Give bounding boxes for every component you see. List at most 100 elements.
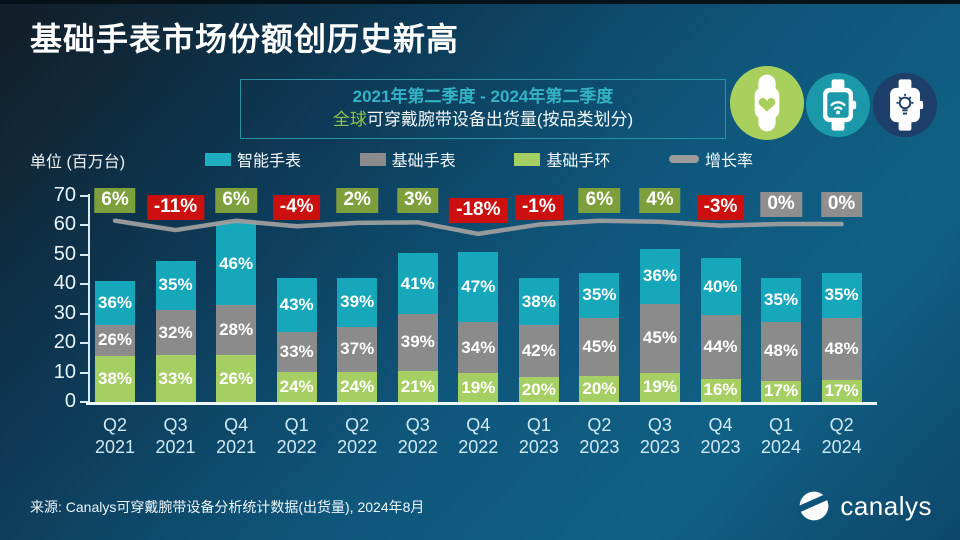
x-axis-label: Q3 2023 bbox=[639, 415, 680, 457]
y-axis-tick-mark bbox=[80, 342, 88, 345]
subtitle-description: 全球可穿戴腕带设备出货量(按品类划分) bbox=[333, 109, 633, 132]
growth-rate-label: 2% bbox=[336, 188, 378, 213]
bar-segment-basic-watch: 28% bbox=[216, 305, 257, 356]
growth-rate-label: -1% bbox=[514, 195, 563, 220]
bar-segment-share-label: 46% bbox=[219, 253, 254, 273]
bar-segment-share-label: 35% bbox=[764, 290, 799, 310]
bar-segment-share-label: 39% bbox=[400, 332, 435, 352]
bar-segment-share-label: 40% bbox=[703, 276, 738, 296]
legend-swatch-smartwatch bbox=[205, 152, 231, 166]
bar-segment-smartwatch: 39% bbox=[337, 278, 378, 327]
y-axis-tick-mark bbox=[80, 194, 88, 197]
growth-rate-label: 4% bbox=[639, 188, 681, 213]
bar-segment-basic-band: 17% bbox=[821, 379, 862, 402]
bar-segment-smartwatch: 46% bbox=[216, 222, 257, 306]
bar-segment-share-label: 39% bbox=[340, 292, 375, 312]
bar-segment-share-label: 35% bbox=[158, 275, 193, 295]
bar-segment-basic-band: 33% bbox=[155, 355, 196, 402]
legend-item-basic-watch: 基础手表 bbox=[359, 147, 456, 171]
bar-segment-smartwatch: 35% bbox=[579, 272, 620, 318]
bar-segment-basic-watch: 45% bbox=[639, 304, 680, 373]
bar-segment-smartwatch: 36% bbox=[95, 281, 135, 325]
bar-segment-basic-band: 20% bbox=[518, 377, 559, 402]
legend-swatch-growth-rate bbox=[668, 155, 699, 163]
bar-segment-share-label: 21% bbox=[400, 376, 435, 396]
canalys-logo: canalys bbox=[796, 488, 932, 524]
bar-segment-share-label: 26% bbox=[219, 368, 254, 388]
bar-segment-share-label: 37% bbox=[340, 339, 375, 359]
bar-segment-share-label: 34% bbox=[461, 337, 496, 357]
bar-segment-share-label: 19% bbox=[461, 377, 496, 397]
x-axis-label: Q1 2023 bbox=[518, 415, 559, 457]
legend-label-basic-band: 基础手环 bbox=[546, 153, 611, 170]
bar-segment-smartwatch: 40% bbox=[700, 257, 741, 316]
bar-segment-smartwatch: 38% bbox=[518, 278, 559, 326]
growth-rate-label: -4% bbox=[272, 195, 321, 220]
bar-segment-share-label: 24% bbox=[279, 377, 314, 397]
growth-rate-label: -11% bbox=[146, 195, 205, 220]
bar-segment-basic-band: 19% bbox=[458, 373, 499, 402]
y-axis-tick-mark bbox=[80, 312, 88, 315]
bar-segment-share-label: 24% bbox=[340, 377, 375, 397]
page-title: 基础手表市场份额创历史新高 bbox=[30, 21, 460, 57]
smartwatch-wifi-icon bbox=[806, 73, 870, 137]
bar-segment-share-label: 17% bbox=[764, 381, 799, 401]
bar-segment-share-label: 33% bbox=[158, 368, 193, 388]
bar-segment-share-label: 26% bbox=[97, 330, 133, 350]
subtitle-highlight: 全球 bbox=[332, 110, 367, 129]
x-axis-label: Q3 2021 bbox=[155, 415, 196, 457]
legend-swatch-basic-watch bbox=[359, 152, 386, 166]
subtitle-rest: 可穿戴腕带设备出货量(按品类划分) bbox=[366, 110, 634, 129]
growth-rate-label: 6% bbox=[215, 188, 257, 213]
bar-segment-share-label: 45% bbox=[582, 336, 617, 356]
bar-segment-basic-band: 24% bbox=[276, 372, 317, 402]
bar-segment-share-label: 20% bbox=[521, 379, 556, 399]
growth-rate-label: 6% bbox=[94, 188, 136, 213]
chart-legend: 智能手表 基础手表 基础手环 增长率 bbox=[205, 147, 753, 171]
bar-segment-basic-band: 21% bbox=[397, 371, 438, 402]
bar-segment-basic-watch: 33% bbox=[276, 331, 317, 373]
bar-segment-share-label: 44% bbox=[703, 337, 738, 357]
bar-segment-basic-band: 24% bbox=[337, 372, 378, 402]
bar-segment-share-label: 38% bbox=[97, 369, 133, 389]
bar-segment-basic-watch: 42% bbox=[518, 325, 559, 378]
growth-rate-label: 6% bbox=[578, 188, 621, 213]
bar-segment-share-label: 33% bbox=[279, 341, 314, 361]
legend-label-basic-watch: 基础手表 bbox=[391, 153, 456, 170]
fitness-band-heart-icon bbox=[730, 66, 804, 140]
bar-segment-share-label: 16% bbox=[703, 380, 738, 400]
y-axis-tick-label: 40 bbox=[53, 272, 76, 295]
y-axis-tick-mark bbox=[80, 371, 88, 374]
bar-segment-share-label: 36% bbox=[642, 266, 677, 286]
bar-segment-share-label: 32% bbox=[158, 322, 193, 342]
bar-segment-smartwatch: 41% bbox=[397, 253, 438, 314]
y-axis-tick-mark bbox=[80, 253, 88, 256]
canalys-logo-text: canalys bbox=[840, 490, 932, 521]
bar-segment-basic-watch: 48% bbox=[821, 317, 862, 380]
bar-segment-basic-band: 20% bbox=[579, 376, 620, 402]
canalys-logo-mark bbox=[796, 490, 833, 521]
y-axis-tick-mark bbox=[80, 224, 88, 227]
bar-segment-basic-band: 38% bbox=[95, 356, 135, 402]
legend-item-basic-band: 基础手环 bbox=[514, 147, 610, 171]
legend-label-smartwatch: 智能手表 bbox=[237, 153, 302, 170]
bar-segment-smartwatch: 47% bbox=[458, 251, 499, 323]
y-axis-tick-label: 10 bbox=[53, 360, 76, 383]
bar-segment-share-label: 48% bbox=[824, 338, 859, 358]
bar-segment-basic-watch: 34% bbox=[458, 322, 499, 374]
y-axis-tick-label: 70 bbox=[53, 183, 76, 206]
x-axis-label: Q4 2022 bbox=[458, 415, 499, 457]
bar-segment-share-label: 28% bbox=[219, 320, 254, 340]
bar-segment-basic-band: 26% bbox=[216, 355, 257, 402]
bar-segment-smartwatch: 43% bbox=[276, 278, 317, 332]
legend-item-smartwatch: 智能手表 bbox=[205, 147, 301, 171]
bar-segment-basic-watch: 48% bbox=[761, 321, 802, 381]
y-axis-tick-label: 0 bbox=[64, 390, 76, 412]
legend-label-growth-rate: 增长率 bbox=[704, 153, 753, 170]
growth-rate-label: -3% bbox=[696, 195, 745, 220]
x-axis-label: Q3 2022 bbox=[397, 415, 438, 457]
bar-segment-share-label: 42% bbox=[521, 341, 556, 361]
bar-segment-share-label: 47% bbox=[461, 277, 496, 297]
bar-segment-share-label: 48% bbox=[764, 341, 799, 361]
bar-segment-smartwatch: 35% bbox=[821, 272, 862, 318]
